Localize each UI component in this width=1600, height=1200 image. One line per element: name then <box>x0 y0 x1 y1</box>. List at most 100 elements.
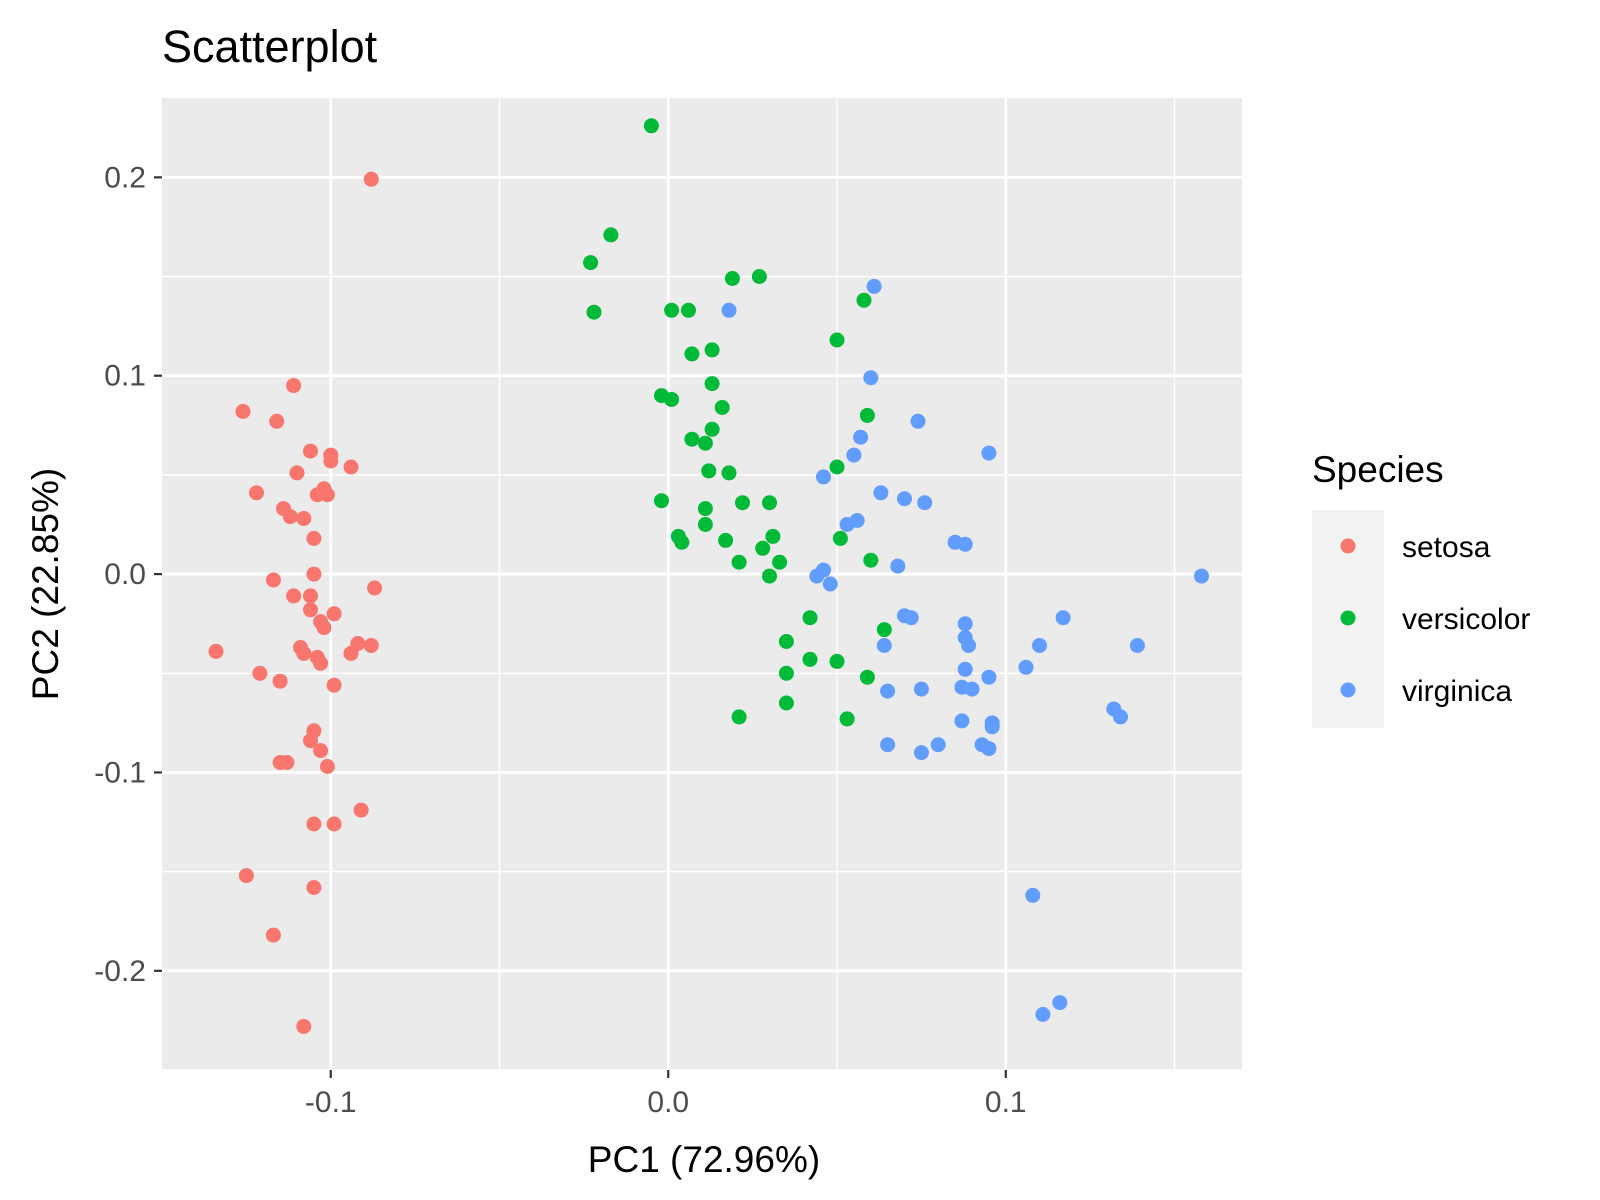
plot-panel <box>162 98 1242 1070</box>
data-point-setosa <box>272 673 288 689</box>
data-point-virginica <box>981 669 997 685</box>
data-point-setosa <box>249 485 264 501</box>
data-point-virginica <box>957 616 973 632</box>
data-point-versicolor <box>829 332 845 348</box>
data-point-versicolor <box>778 634 794 649</box>
chart-title: Scatterplot <box>162 21 378 72</box>
data-point-virginica <box>822 576 838 592</box>
data-point-versicolor <box>778 665 794 681</box>
data-point-versicolor <box>704 342 720 358</box>
data-point-setosa <box>353 802 369 818</box>
data-point-virginica <box>903 610 919 626</box>
data-point-setosa <box>296 1018 312 1034</box>
data-point-virginica <box>816 469 831 485</box>
x-tick-label: 0.0 <box>647 1086 689 1119</box>
data-point-virginica <box>880 737 896 753</box>
data-point-virginica <box>1113 709 1128 725</box>
data-point-versicolor <box>674 534 690 550</box>
data-point-virginica <box>1018 659 1034 675</box>
y-axis: -0.2 -0.1 0.0 0.1 0.2 <box>94 161 162 988</box>
x-axis: -0.1 0.0 0.1 <box>305 1070 1027 1119</box>
data-point-versicolor <box>664 392 680 407</box>
data-point-versicolor <box>731 709 747 725</box>
data-point-virginica <box>846 447 862 463</box>
data-point-versicolor <box>829 459 845 475</box>
data-point-versicolor <box>654 493 669 509</box>
data-point-virginica <box>913 745 929 761</box>
data-point-setosa <box>303 602 318 618</box>
data-point-versicolor <box>664 302 680 318</box>
data-point-setosa <box>326 816 342 832</box>
data-point-virginica <box>853 429 869 445</box>
data-point-virginica <box>863 370 879 386</box>
data-point-setosa <box>363 171 379 187</box>
data-point-versicolor <box>859 669 875 685</box>
data-point-versicolor <box>802 610 818 626</box>
y-tick-label: 0.2 <box>104 161 146 194</box>
data-point-versicolor <box>876 622 892 638</box>
data-point-versicolor <box>829 653 845 669</box>
data-point-setosa <box>286 588 302 604</box>
data-point-versicolor <box>839 711 855 727</box>
data-point-virginica <box>954 713 970 729</box>
data-point-virginica <box>961 638 977 653</box>
y-tick-label: 0.0 <box>104 558 146 591</box>
data-point-versicolor <box>697 517 713 532</box>
data-point-setosa <box>367 580 383 596</box>
data-point-versicolor <box>718 532 734 548</box>
data-point-virginica <box>897 491 912 507</box>
data-point-setosa <box>286 378 302 394</box>
x-axis-title: PC1 (72.96%) <box>588 1139 820 1180</box>
data-point-versicolor <box>765 528 781 544</box>
data-point-virginica <box>839 517 855 532</box>
data-point-virginica <box>1035 1007 1051 1022</box>
series-virginica <box>721 278 1209 1022</box>
legend-item-virginica: virginica <box>1340 675 1512 708</box>
minor-gridlines <box>162 98 1242 1071</box>
data-point-setosa <box>265 927 281 943</box>
data-point-setosa <box>323 453 339 469</box>
data-point-virginica <box>1055 610 1071 626</box>
data-point-setosa <box>326 606 342 622</box>
legend-key-setosa <box>1340 538 1356 554</box>
legend-item-versicolor: versicolor <box>1340 603 1530 636</box>
data-point-setosa <box>316 620 332 636</box>
data-point-setosa <box>303 443 318 459</box>
data-point-setosa <box>296 511 312 526</box>
data-point-virginica <box>913 681 929 697</box>
data-point-versicolor <box>721 465 737 481</box>
data-point-versicolor <box>731 554 747 570</box>
data-point-versicolor <box>832 530 848 546</box>
data-point-virginica <box>930 737 946 753</box>
data-point-versicolor <box>643 118 659 134</box>
data-point-versicolor <box>755 540 771 556</box>
data-point-virginica <box>890 558 906 574</box>
data-point-setosa <box>303 733 318 749</box>
data-point-virginica <box>957 661 973 677</box>
data-point-virginica <box>1194 568 1209 584</box>
data-point-setosa <box>319 487 335 503</box>
data-point-setosa <box>235 403 251 419</box>
data-point-setosa <box>265 572 281 588</box>
legend-label: virginica <box>1402 675 1512 708</box>
data-point-setosa <box>326 677 342 693</box>
data-point-versicolor <box>735 495 750 511</box>
legend-key-versicolor <box>1340 610 1356 626</box>
data-point-versicolor <box>701 463 717 479</box>
y-tick-label: -0.2 <box>94 955 146 988</box>
data-point-virginica <box>910 413 926 429</box>
data-point-versicolor <box>778 695 794 711</box>
data-point-versicolor <box>772 554 788 570</box>
data-point-setosa <box>363 638 379 653</box>
y-axis-title: PC2 (22.85%) <box>25 468 66 700</box>
legend-title: Species <box>1312 449 1444 490</box>
legend: Species setosa versicolor virginica <box>1312 449 1530 728</box>
data-point-versicolor <box>863 552 879 568</box>
data-point-virginica <box>1052 995 1068 1011</box>
data-point-setosa <box>252 665 268 681</box>
data-point-setosa <box>313 655 329 671</box>
data-point-versicolor <box>802 651 818 667</box>
data-point-virginica <box>866 278 882 294</box>
data-point-virginica <box>1025 887 1041 903</box>
data-point-setosa <box>269 413 285 429</box>
